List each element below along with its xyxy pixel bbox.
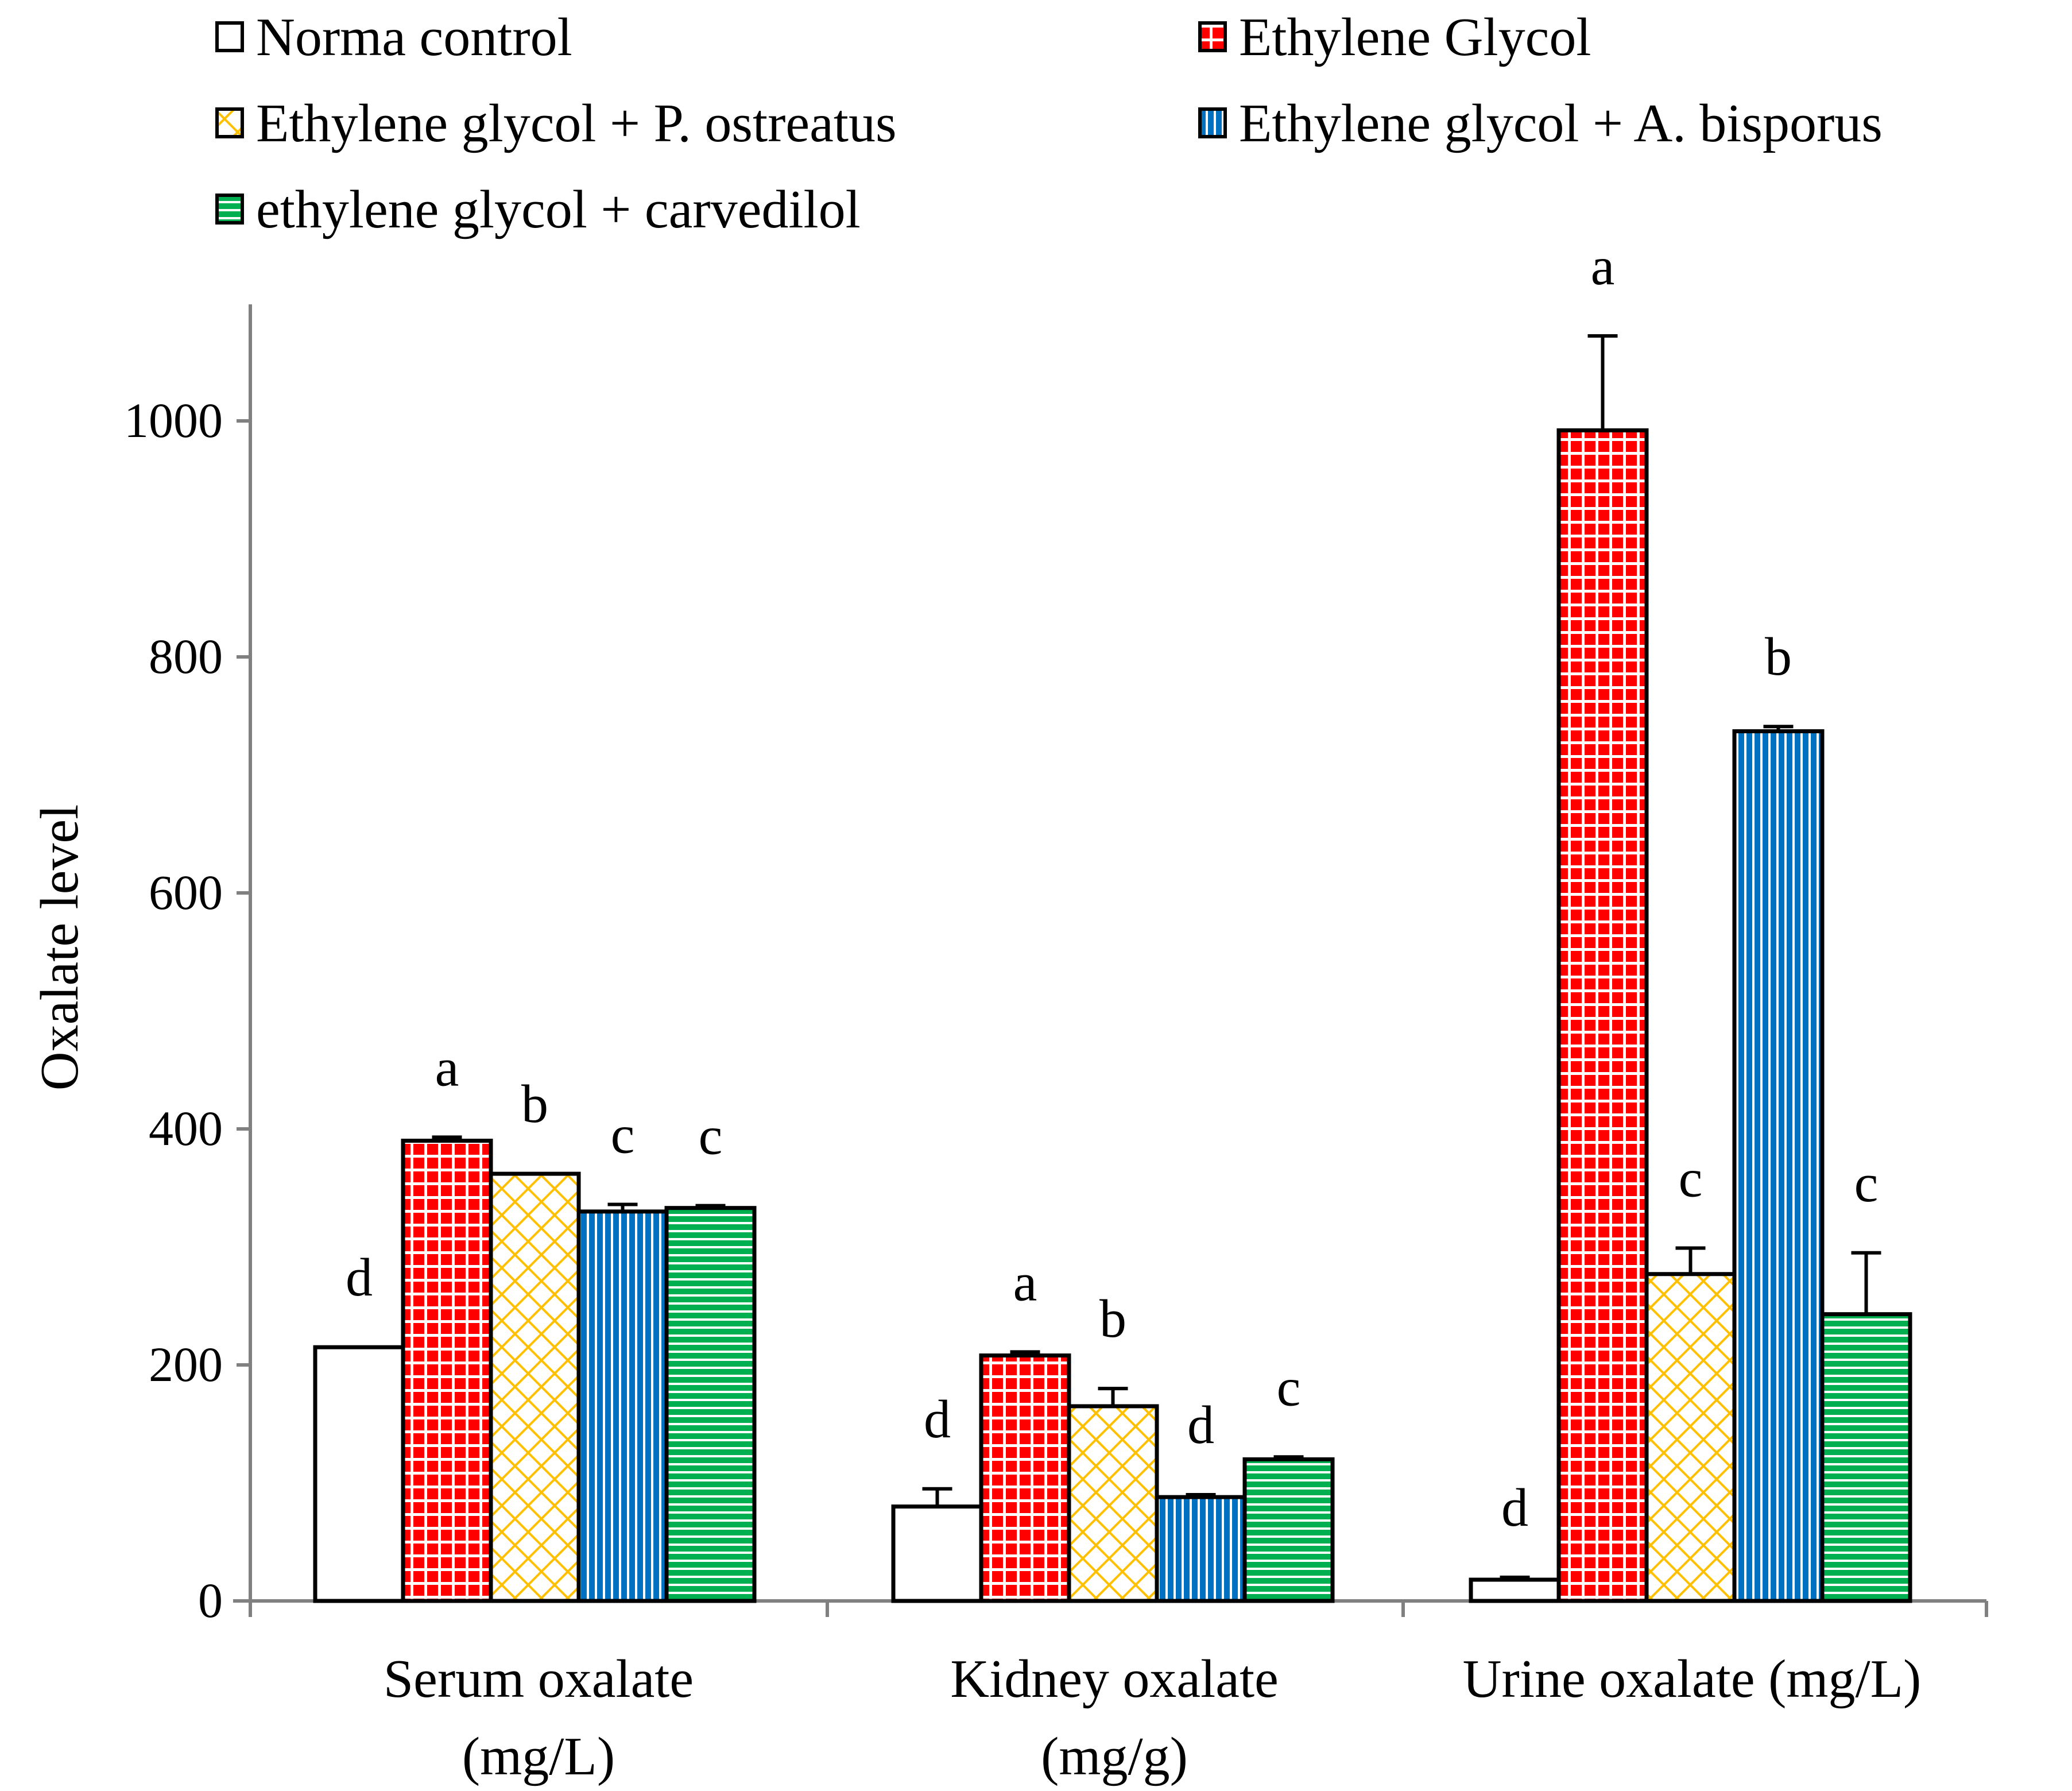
bar	[1644, 1272, 1737, 1603]
significance-label: b	[1765, 627, 1792, 687]
legend-swatch	[215, 194, 244, 225]
legend-swatch	[1198, 107, 1227, 138]
significance-label: d	[1187, 1395, 1214, 1455]
bar	[576, 1209, 669, 1603]
category-label: Kidney oxalate	[950, 1649, 1279, 1709]
significance-label: a	[435, 1038, 459, 1097]
bar	[1732, 729, 1825, 1603]
y-tick-label: 600	[149, 865, 223, 920]
significance-label: b	[1099, 1289, 1126, 1349]
significance-label: a	[1591, 237, 1615, 296]
legend-label: Ethylene Glycol	[1239, 7, 1591, 67]
legend: Norma control Ethylene Glycol Ethylene gly…	[215, 7, 1883, 239]
significance-label: d	[924, 1390, 951, 1449]
y-tick-label: 0	[198, 1573, 223, 1628]
legend-swatch	[215, 21, 244, 52]
legend-swatch	[1198, 21, 1227, 52]
significance-label: d	[346, 1248, 373, 1308]
axes: 0 200 400 600 800 1000 Serum oxalate (mg/L) Kidn…	[30, 304, 1988, 1786]
y-tick-label: 200	[149, 1337, 223, 1392]
bar	[313, 1345, 405, 1603]
bar	[1820, 1312, 1912, 1603]
legend-label: Norma control	[256, 7, 572, 67]
bar	[891, 1504, 983, 1603]
bars	[313, 334, 1912, 1603]
y-tick-label: 1000	[124, 393, 223, 448]
category-label: Serum oxalate	[384, 1649, 694, 1709]
bar	[1155, 1495, 1247, 1603]
bar	[979, 1353, 1071, 1603]
legend-label: Ethylene glycol + A. bisporus	[1239, 94, 1883, 153]
legend-label: Ethylene glycol + P. ostreatus	[256, 94, 897, 153]
significance-label: b	[521, 1074, 548, 1134]
significance-label: a	[1013, 1252, 1037, 1312]
significance-label: c	[1679, 1149, 1703, 1209]
legend-swatch	[215, 107, 244, 138]
significance-label: c	[611, 1105, 635, 1165]
data-labels: d d d a a a b b c c d b c c c	[346, 237, 1878, 1538]
legend-label: ethylene glycol + carvedilol	[256, 180, 861, 239]
bar	[489, 1171, 581, 1603]
bar	[1556, 428, 1649, 1603]
bar	[401, 1139, 493, 1603]
significance-label: c	[1854, 1154, 1879, 1213]
category-label-unit: (mg/L)	[462, 1727, 615, 1786]
y-axis-title: Oxalate level	[30, 804, 90, 1090]
significance-label: c	[1277, 1357, 1301, 1417]
y-tick-label: 400	[149, 1101, 223, 1156]
bar	[1469, 1577, 1561, 1603]
category-label-unit: (mg/g)	[1041, 1727, 1188, 1786]
y-tick-label: 800	[149, 629, 223, 684]
significance-label: d	[1501, 1478, 1528, 1538]
bar	[1242, 1457, 1335, 1603]
bar	[1067, 1404, 1159, 1603]
bar	[664, 1206, 757, 1603]
significance-label: c	[699, 1107, 723, 1166]
category-label: Urine oxalate (mg/L)	[1463, 1649, 1922, 1709]
